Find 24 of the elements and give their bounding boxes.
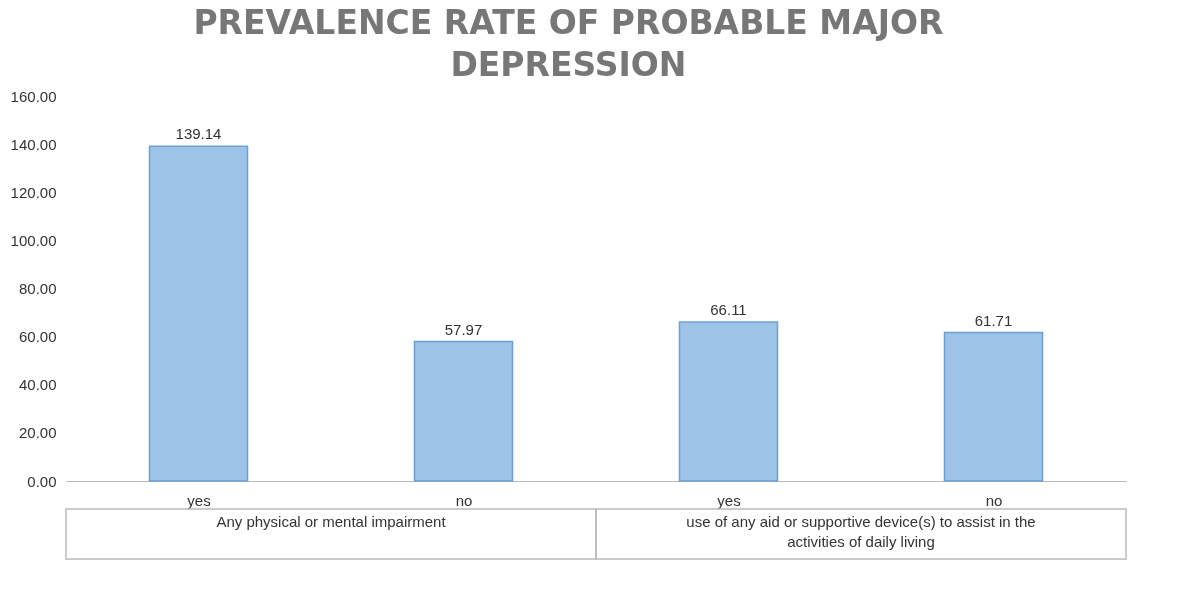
bar [148,145,249,482]
bar [413,340,514,482]
data-label: 66.11 [710,300,747,318]
y-tick-label: 160.00 [10,87,57,105]
y-tick-label: 20.00 [18,424,57,442]
data-label: 61.71 [974,311,1013,329]
x-tick-label: yes [717,491,741,509]
x-tick-label: yes [187,491,211,509]
text: use of any aid or supportive device(s) to assist in the activities of daily living [686,513,1036,550]
x-tick-label: no [455,491,473,509]
data-label: 57.97 [444,320,483,338]
bar [678,321,779,482]
y-tick-label: 40.00 [18,376,57,394]
data-label: 139.14 [175,125,222,143]
y-tick-label: 100.00 [10,231,57,249]
chart-title: PREVALENCE RATE OF PROBABLE MAJOR DEPRESSION [193,3,944,84]
text: Any physical or mental impairment [216,513,447,530]
y-tick-label: 140.00 [10,135,57,153]
y-tick-label: 120.00 [10,183,57,201]
x-tick-label: no [985,491,1003,509]
y-tick-label: 0.00 [27,472,57,490]
bar [943,331,1044,482]
y-tick-label: 60.00 [18,328,57,346]
y-tick-label: 80.00 [18,280,57,297]
